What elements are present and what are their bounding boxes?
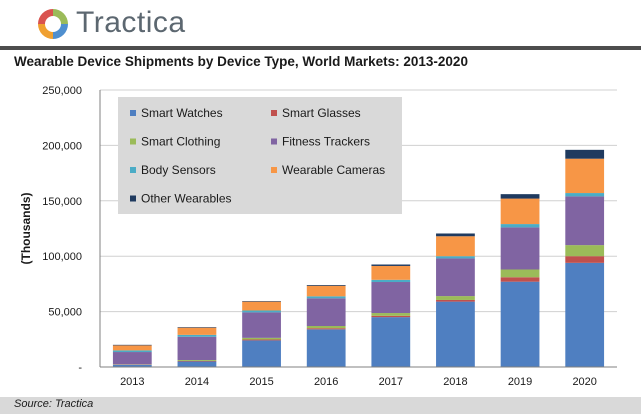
source-note: Source: Tractica <box>14 398 93 410</box>
x-tick-label: 2018 <box>443 376 467 388</box>
legend-label: Smart Clothing <box>141 135 220 149</box>
legend-swatch <box>271 139 277 145</box>
bar-segment-fitness-trackers-2013 <box>113 352 152 364</box>
bar-segment-smart-watches-2015 <box>242 340 281 367</box>
bar-segment-smart-glasses-2016 <box>307 328 346 329</box>
legend-label: Other Wearables <box>141 192 232 206</box>
bar-segment-smart-clothing-2014 <box>178 360 217 361</box>
bar-segment-body-sensors-2019 <box>501 224 540 227</box>
x-tick-label: 2019 <box>508 376 532 388</box>
bar-segment-wearable-cameras-2017 <box>371 266 410 280</box>
bar-segment-wearable-cameras-2015 <box>242 302 281 311</box>
legend-swatch <box>130 167 136 173</box>
bar-segment-smart-watches-2016 <box>307 329 346 367</box>
footer: Source: Tractica <box>0 397 641 414</box>
bar-segment-fitness-trackers-2018 <box>436 258 475 296</box>
legend-label: Body Sensors <box>141 163 216 177</box>
bar-segment-wearable-cameras-2016 <box>307 286 346 297</box>
bar-segment-body-sensors-2015 <box>242 310 281 312</box>
bar-segment-smart-glasses-2020 <box>565 256 604 263</box>
bar-segment-body-sensors-2013 <box>113 350 152 352</box>
bar-segment-wearable-cameras-2019 <box>501 199 540 224</box>
bar-segment-body-sensors-2017 <box>371 280 410 282</box>
y-tick-label: 150,000 <box>42 196 82 208</box>
bar-segment-wearable-cameras-2020 <box>565 159 604 193</box>
x-tick-label: 2013 <box>120 376 144 388</box>
bar-segment-wearable-cameras-2013 <box>113 345 152 350</box>
bar-segment-fitness-trackers-2015 <box>242 312 281 337</box>
bar-segment-other-wearables-2017 <box>371 265 410 266</box>
y-tick-label: - <box>78 362 82 374</box>
bar-segment-fitness-trackers-2016 <box>307 298 346 326</box>
bar-segment-other-wearables-2019 <box>501 194 540 198</box>
y-tick-label: 250,000 <box>42 85 82 97</box>
bar-segment-smart-watches-2017 <box>371 317 410 367</box>
bar-segment-smart-clothing-2019 <box>501 269 540 277</box>
bar-segment-other-wearables-2015 <box>242 301 281 302</box>
bar-segment-smart-clothing-2020 <box>565 245 604 256</box>
bar-segment-smart-watches-2020 <box>565 263 604 367</box>
bar-segment-smart-glasses-2018 <box>436 300 475 302</box>
bar-segment-smart-clothing-2017 <box>371 313 410 316</box>
legend-label: Wearable Cameras <box>282 163 385 177</box>
bar-segment-other-wearables-2016 <box>307 285 346 286</box>
bar-segment-fitness-trackers-2017 <box>371 282 410 313</box>
legend-swatch <box>271 167 277 173</box>
y-tick-label: 200,000 <box>42 140 82 152</box>
bar-segment-fitness-trackers-2014 <box>178 337 217 360</box>
y-axis-label: (Thousands) <box>19 193 33 265</box>
bar-segment-smart-clothing-2018 <box>436 296 475 300</box>
x-tick-label: 2016 <box>314 376 338 388</box>
bar-segment-smart-glasses-2019 <box>501 277 540 281</box>
bar-segment-smart-watches-2014 <box>178 361 217 367</box>
bar-segment-smart-glasses-2014 <box>178 361 217 362</box>
x-tick-label: 2015 <box>249 376 273 388</box>
legend-label: Smart Watches <box>141 106 223 120</box>
bar-segment-body-sensors-2018 <box>436 256 475 258</box>
bar-segment-other-wearables-2018 <box>436 233 475 236</box>
y-tick-label: 100,000 <box>42 251 82 263</box>
legend-swatch <box>130 139 136 145</box>
bar-segment-other-wearables-2013 <box>113 345 152 346</box>
legend-swatch <box>130 110 136 116</box>
bar-segment-smart-clothing-2015 <box>242 338 281 340</box>
legend-label: Smart Glasses <box>282 106 361 120</box>
bar-segment-smart-clothing-2016 <box>307 326 346 328</box>
bar-segment-smart-watches-2018 <box>436 302 475 367</box>
x-tick-label: 2014 <box>185 376 209 388</box>
bar-segment-wearable-cameras-2014 <box>178 328 217 335</box>
x-tick-label: 2017 <box>379 376 403 388</box>
bar-segment-smart-watches-2019 <box>501 282 540 367</box>
y-tick-label: 50,000 <box>48 307 82 319</box>
legend-label: Fitness Trackers <box>282 135 370 149</box>
bar-segment-wearable-cameras-2018 <box>436 236 475 256</box>
bar-segment-smart-glasses-2017 <box>371 316 410 317</box>
legend-swatch <box>130 196 136 202</box>
bar-segment-other-wearables-2020 <box>565 150 604 159</box>
bar-segment-fitness-trackers-2019 <box>501 227 540 269</box>
bar-segment-body-sensors-2020 <box>565 193 604 196</box>
bar-segment-fitness-trackers-2020 <box>565 196 604 245</box>
bar-segment-body-sensors-2016 <box>307 296 346 298</box>
bar-segment-smart-glasses-2015 <box>242 340 281 341</box>
legend-swatch <box>271 110 277 116</box>
bar-segment-body-sensors-2014 <box>178 335 217 337</box>
bar-segment-other-wearables-2014 <box>178 327 217 328</box>
x-tick-label: 2020 <box>572 376 596 388</box>
